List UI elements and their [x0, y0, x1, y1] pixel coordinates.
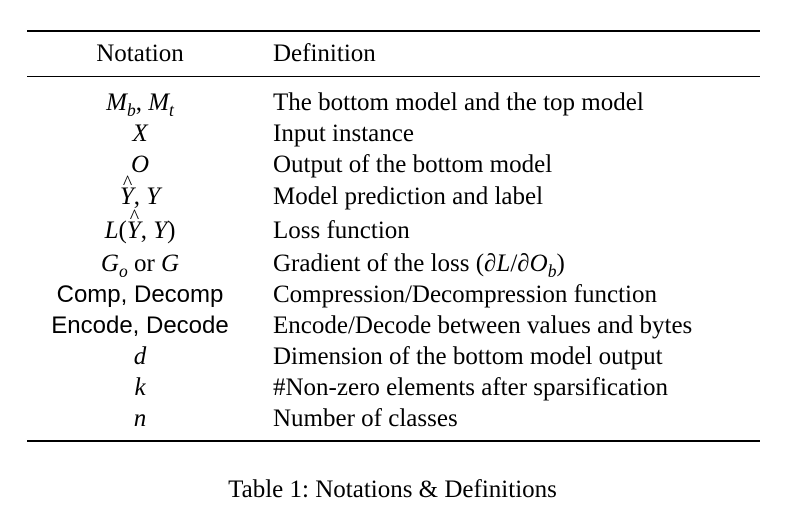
- table-row: Y, Y Model prediction and label: [27, 180, 760, 214]
- notation-cell: k: [134, 373, 146, 401]
- definition-cell: The bottom model and the top model: [273, 88, 644, 116]
- definition-cell: #Non-zero elements after sparsification: [273, 373, 668, 401]
- notation-cell: Y, Y: [27, 183, 253, 211]
- table-row: Comp, Decomp Compression/Decompression f…: [27, 279, 760, 310]
- notation-table: Notation Definition Mb, Mt The bottom mo…: [27, 30, 760, 442]
- table-row: Encode, Decode Encode/Decode between val…: [27, 310, 760, 341]
- table-row: O Output of the bottom model: [27, 149, 760, 180]
- definition-cell: Input instance: [273, 119, 414, 147]
- definition-cell: Gradient of the loss (∂L/∂Ob): [273, 249, 565, 281]
- bottom-rule: [27, 440, 760, 442]
- table-row: X Input instance: [27, 118, 760, 149]
- table-body: Mb, Mt The bottom model and the top mode…: [27, 77, 760, 440]
- table-row: k #Non-zero elements after sparsificatio…: [27, 372, 760, 403]
- table-row: n Number of classes: [27, 403, 760, 434]
- header-rule: [27, 76, 760, 77]
- table-row: d Dimension of the bottom model output: [27, 341, 760, 372]
- definition-cell: Dimension of the bottom model output: [273, 342, 663, 370]
- notation-cell: n: [133, 404, 147, 432]
- definition-cell: Output of the bottom model: [273, 150, 553, 178]
- table-row: Mb, Mt The bottom model and the top mode…: [27, 87, 760, 120]
- table-caption: Table 1: Notations & Definitions: [228, 476, 557, 503]
- notation-cell: Comp, Decomp: [56, 280, 224, 308]
- definition-cell: Model prediction and label: [273, 183, 544, 210]
- notation-cell: d: [133, 342, 147, 370]
- definition-cell: Number of classes: [273, 404, 458, 432]
- header-definition: Definition: [273, 40, 376, 67]
- definition-cell: Encode/Decode between values and bytes: [273, 311, 693, 339]
- table-row: L(Y, Y) Loss function: [27, 214, 760, 248]
- top-rule: [27, 30, 760, 32]
- header-notation: Notation: [96, 40, 184, 67]
- notation-cell: Mb, Mt: [106, 88, 174, 120]
- definition-cell: Compression/Decompression function: [273, 280, 657, 308]
- notation-cell: X: [132, 119, 148, 147]
- notation-cell: Encode, Decode: [51, 311, 229, 339]
- table-row: Go or G Gradient of the loss (∂L/∂Ob): [27, 248, 760, 281]
- notation-cell: Go or G: [100, 249, 180, 281]
- notation-cell: L(Y, Y): [27, 217, 253, 245]
- definition-cell: Loss function: [273, 217, 410, 244]
- table-header-row: Notation Definition: [27, 32, 760, 76]
- notation-cell: O: [130, 150, 150, 178]
